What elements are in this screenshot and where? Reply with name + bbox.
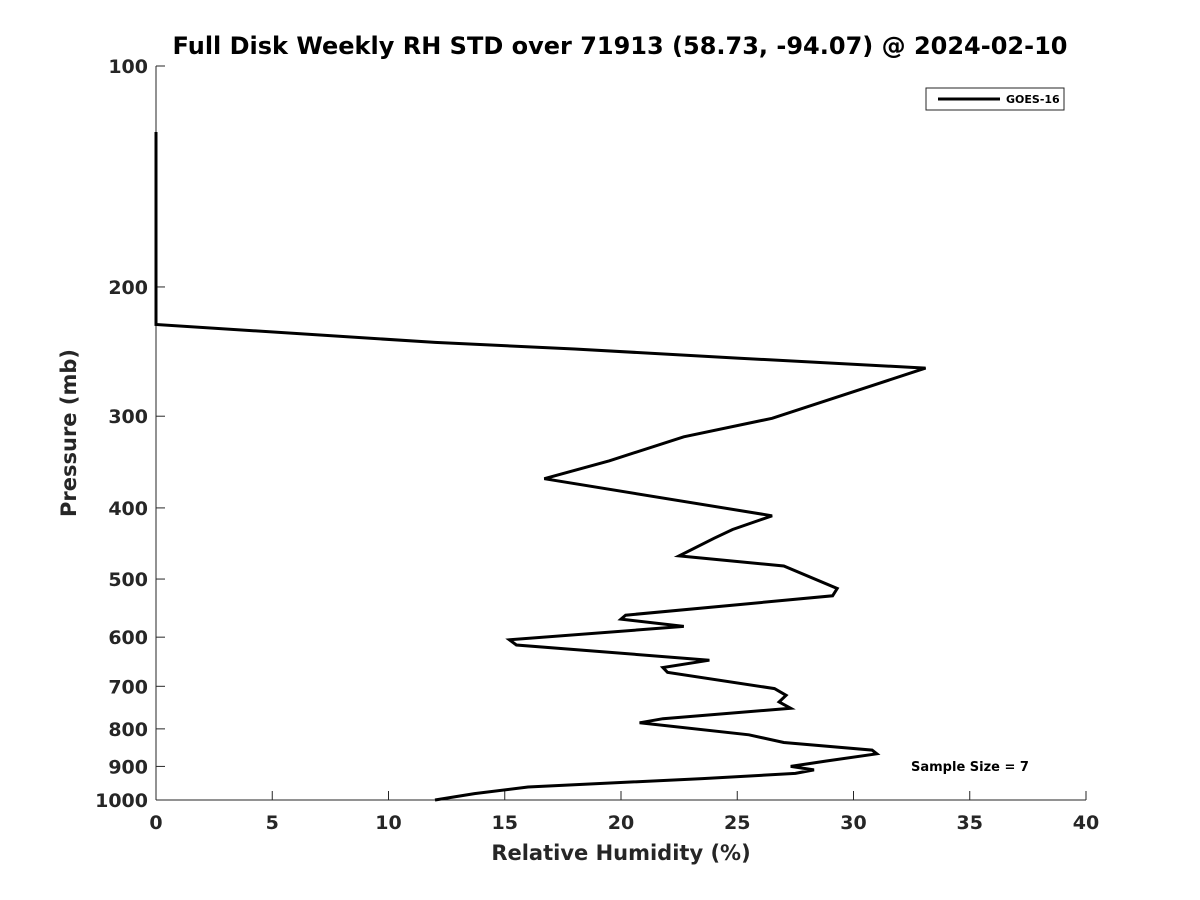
x-tick-label: 30 — [840, 812, 866, 834]
y-tick-label: 100 — [108, 56, 148, 78]
x-ticks: 0 5 10 15 20 25 30 35 40 — [149, 791, 1099, 834]
y-ticks: 100 200 300 400 500 600 700 800 900 1000 — [95, 56, 165, 812]
x-tick-label: 5 — [266, 812, 279, 834]
legend: GOES-16 — [925, 87, 1065, 111]
x-tick-label: 35 — [957, 812, 983, 834]
x-tick-label: 10 — [375, 812, 401, 834]
x-tick-label: 40 — [1073, 812, 1099, 834]
y-tick-label: 800 — [108, 719, 148, 741]
plot-area: 0 5 10 15 20 25 30 35 40 100 200 300 400 500 600 700 80… — [95, 56, 1099, 834]
x-tick-label: 0 — [149, 812, 162, 834]
y-tick-label: 300 — [108, 406, 148, 428]
y-axis-label: Pressure (mb) — [57, 349, 81, 517]
chart-title: Full Disk Weekly RH STD over 71913 (58.7… — [173, 32, 1068, 60]
y-tick-label: 200 — [108, 277, 148, 299]
y-tick-label: 900 — [108, 756, 148, 778]
x-tick-label: 15 — [492, 812, 518, 834]
series-line-goes-16 — [154, 132, 927, 802]
y-tick-label: 700 — [108, 676, 148, 698]
y-tick-label: 600 — [108, 627, 148, 649]
y-tick-label: 500 — [108, 569, 148, 591]
y-tick-label: 400 — [108, 498, 148, 520]
sample-size-annotation: Sample Size = 7 — [911, 760, 1029, 775]
x-tick-label: 20 — [608, 812, 634, 834]
y-tick-label: 1000 — [95, 790, 148, 812]
legend-entry-goes-16: GOES-16 — [1006, 93, 1060, 106]
x-tick-label: 25 — [724, 812, 750, 834]
x-axis-label: Relative Humidity (%) — [491, 841, 750, 865]
